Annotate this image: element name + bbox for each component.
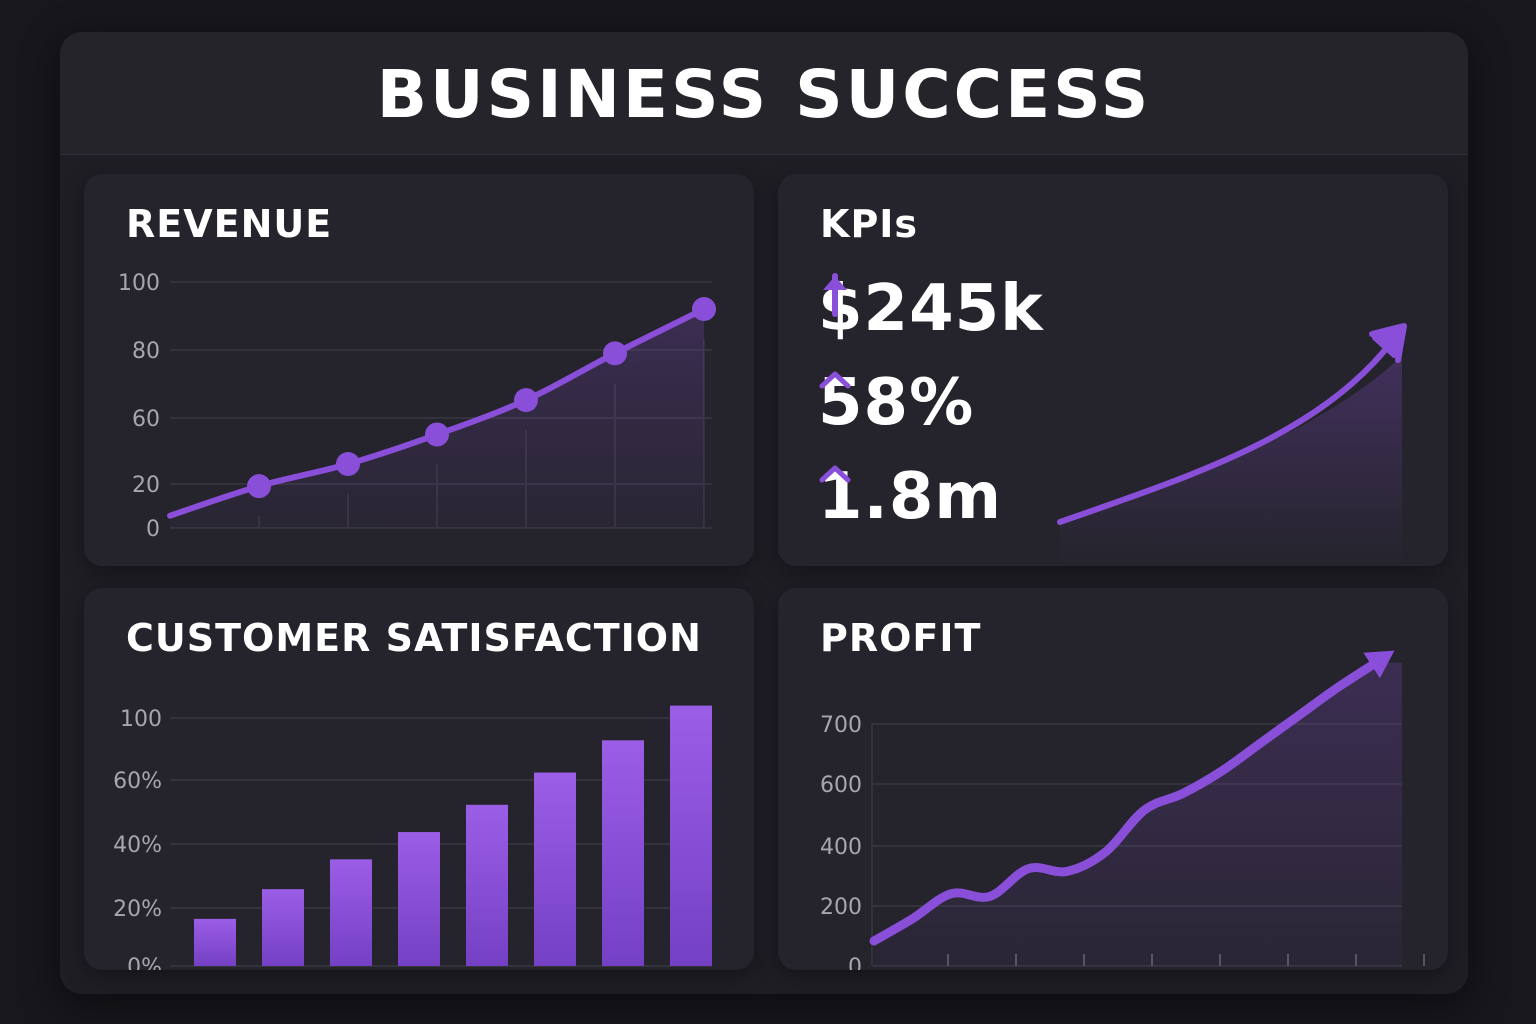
- trend-arrow-icon: [1369, 323, 1407, 363]
- revenue-point: [336, 452, 360, 477]
- revenue-title: REVENUE: [126, 202, 333, 246]
- y-tick-label: 0%: [127, 955, 162, 970]
- kpi-row: 1.8m: [818, 460, 1031, 534]
- kpis-panel: KPIs $245k 58% 1.8m: [778, 174, 1448, 566]
- profit-arrow-icon: [1363, 650, 1395, 679]
- y-tick-label: 700: [820, 713, 862, 738]
- revenue-point: [692, 297, 716, 322]
- y-tick-label: 600: [820, 773, 862, 798]
- kpi-row: $245k: [818, 272, 1073, 346]
- y-tick-label: 60%: [113, 769, 162, 794]
- kpi-value: $245k: [818, 272, 1044, 346]
- kpi-value: 1.8m: [818, 460, 1003, 534]
- revenue-point: [247, 474, 271, 499]
- satisfaction-bar: [534, 772, 576, 966]
- kpi-trend-chart: [1057, 323, 1407, 566]
- satisfaction-bar: [670, 705, 712, 966]
- kpi-value: 58%: [818, 366, 975, 440]
- page-title: BUSINESS SUCCESS: [376, 56, 1152, 133]
- customer-satisfaction-panel: CUSTOMER SATISFACTION 100 60% 40% 20% 0%: [84, 588, 754, 970]
- revenue-chart: 100 80 60 20 0: [118, 271, 716, 542]
- satisfaction-bar: [262, 889, 304, 966]
- y-tick-label: 0: [848, 955, 862, 970]
- satisfaction-bar: [330, 859, 372, 966]
- dashboard-header: BUSINESS SUCCESS: [60, 32, 1468, 155]
- revenue-panel: REVENUE 100 80 60 20 0: [84, 174, 754, 566]
- kpi-trend-area: [1060, 356, 1402, 566]
- y-tick-label: 20%: [113, 897, 162, 922]
- y-tick-label: 80: [132, 339, 160, 364]
- y-tick-label: 40%: [113, 833, 162, 858]
- y-tick-label: 60: [132, 407, 160, 432]
- dashboard: BUSINESS SUCCESS REVENUE 100 80 60 20 0 KPIs…: [60, 32, 1468, 994]
- profit-chart: 700 600 400 200 0: [820, 650, 1425, 970]
- y-tick-label: 400: [820, 835, 862, 860]
- y-tick-label: 200: [820, 895, 862, 920]
- y-tick-label: 100: [118, 271, 160, 296]
- y-tick-label: 100: [120, 707, 162, 732]
- profit-title: PROFIT: [820, 616, 982, 660]
- customer-satisfaction-chart: 100 60% 40% 20% 0%: [113, 705, 712, 970]
- satisfaction-bar: [194, 918, 236, 966]
- profit-panel: PROFIT 700 600 400 200 0: [778, 588, 1448, 970]
- y-tick-label: 20: [132, 473, 160, 498]
- y-tick-label: 0: [146, 517, 160, 542]
- revenue-point: [603, 341, 627, 366]
- customer-satisfaction-title: CUSTOMER SATISFACTION: [126, 616, 702, 660]
- revenue-area: [170, 309, 704, 528]
- revenue-point: [514, 388, 538, 413]
- profit-line: [869, 658, 1381, 946]
- revenue-point: [425, 422, 449, 447]
- satisfaction-bar: [398, 832, 440, 966]
- kpis-title: KPIs: [820, 202, 919, 246]
- satisfaction-bar: [466, 804, 508, 966]
- satisfaction-bar: [602, 740, 644, 966]
- kpi-trend-line: [1057, 341, 1393, 525]
- kpi-row: 58%: [818, 366, 1003, 440]
